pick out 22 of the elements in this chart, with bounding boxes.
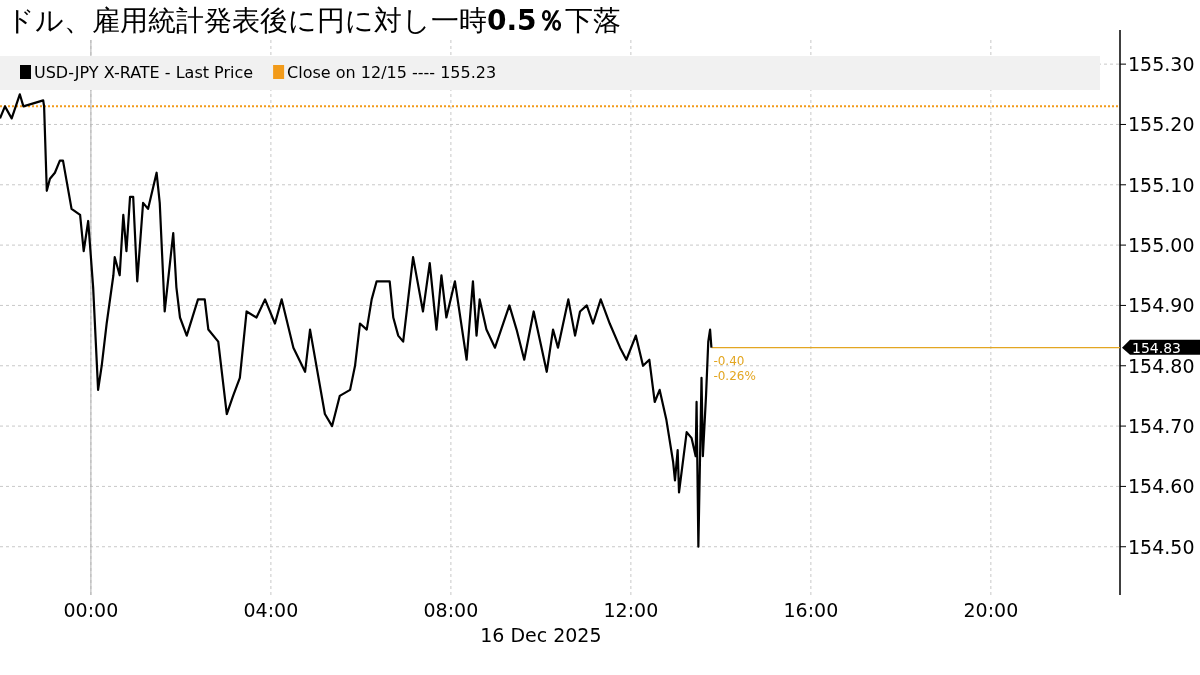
x-tick-label: 00:00 (63, 599, 119, 621)
y-tick-label: 155.00 (1128, 234, 1195, 257)
x-tick-label: 04:00 (243, 599, 299, 621)
y-tick-label: 155.30 (1128, 53, 1195, 76)
x-tick-label: 08:00 (423, 599, 479, 621)
y-tick-label: 154.70 (1128, 415, 1195, 438)
y-tick-label: 154.60 (1128, 475, 1195, 498)
chart-title: ドル、雇用統計発表後に円に対し一時0.5％下落 (6, 4, 621, 37)
y-tick-label: 155.20 (1128, 113, 1195, 136)
y-tick-label: 154.50 (1128, 535, 1195, 558)
y-tick-label: 154.90 (1128, 294, 1195, 317)
legend-label: Close on 12/15 ---- 155.23 (287, 63, 497, 82)
annotation: -0.26% (713, 368, 756, 383)
y-tick-label: 155.10 (1128, 173, 1195, 196)
x-tick-label: 16:00 (783, 599, 839, 621)
legend-label: USD-JPY X-RATE - Last Price (34, 63, 254, 82)
x-axis-title: 16 Dec 2025 (480, 624, 602, 646)
ref-line-label: 154.83 (1132, 339, 1181, 356)
y-tick-label: 154.80 (1128, 354, 1195, 377)
x-tick-label: 20:00 (963, 599, 1019, 621)
x-tick-label: 12:00 (603, 599, 659, 621)
annotation: -0.40 (713, 353, 745, 368)
